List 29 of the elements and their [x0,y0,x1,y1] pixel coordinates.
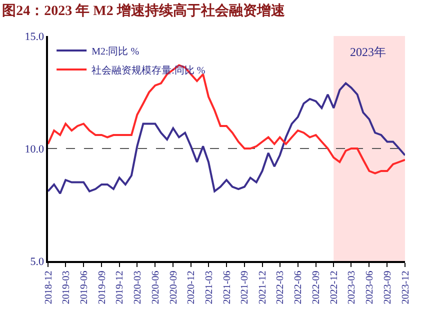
x-tick-label: 2020-09 [168,270,180,304]
x-tick-label: 2020-12 [186,270,198,304]
x-tick-label: 2021-09 [240,270,251,304]
x-tick-label: 2022-03 [275,270,286,304]
x-tick-label: 2021-06 [222,270,233,304]
y-tick-label: 10.0 [24,143,45,156]
x-tick-label: 2023-06 [364,270,376,304]
x-tick-label: 2020-06 [150,270,162,304]
line-series [48,82,405,194]
x-tick-label: 2022-06 [293,270,304,304]
x-tick-label: 2023-03 [346,270,358,304]
x-tick-label: 2021-03 [204,270,215,304]
band-label: 2023年 [350,45,386,59]
x-tick-label: 2021-12 [258,270,269,304]
x-tick-label: 2018-12 [43,270,54,304]
x-tick-label: 2019-03 [60,270,72,304]
x-tick-label: 2023-09 [382,270,394,304]
y-tick-label: 15.0 [24,30,45,43]
y-tick-label: 5.0 [30,256,45,268]
x-tick-label: 2020-03 [132,270,144,304]
x-tick-label: 2019-12 [114,270,126,304]
chart-title: 图24：2023 年 M2 增速持续高于社会融资增速 [2,2,286,19]
x-tick-label: 2022-09 [311,270,322,304]
legend-label: M2:同比 % [92,45,140,58]
x-tick-label: 2022-12 [328,270,340,304]
x-tick-label: 2023-12 [400,270,412,304]
line-series [48,64,405,174]
x-tick-label: 2019-09 [96,270,108,304]
x-tick-label: 2019-06 [78,270,90,304]
